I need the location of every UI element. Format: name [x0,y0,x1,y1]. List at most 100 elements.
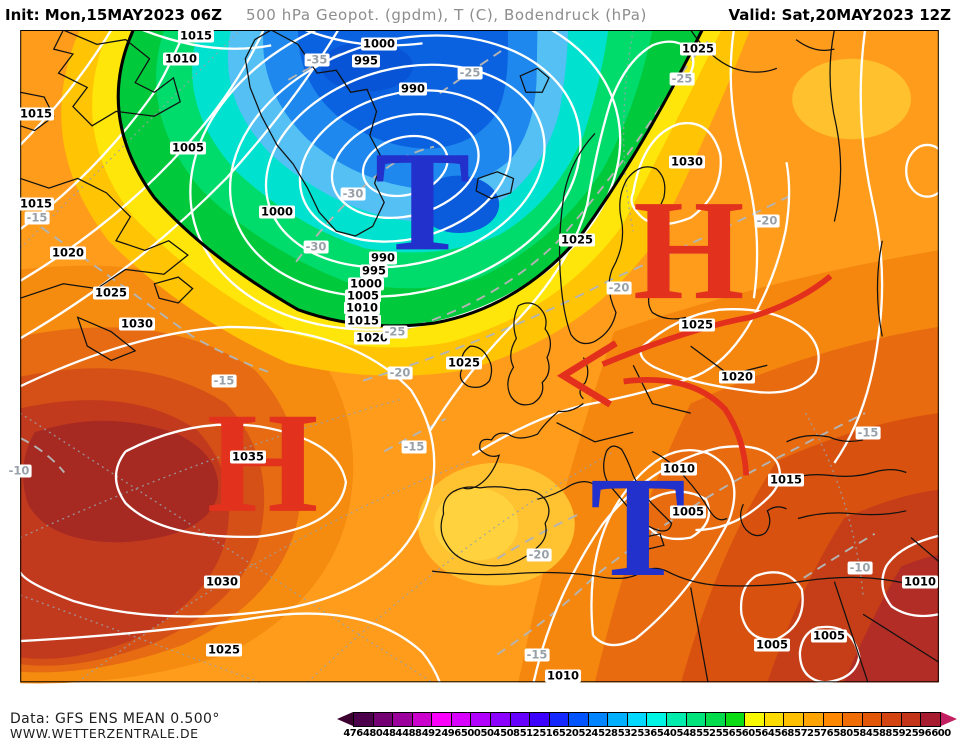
isobar-label: 1015 [344,313,382,328]
colorbar-cell [725,713,746,726]
colorbar-cell [784,713,804,726]
data-source-label: Data: GFS ENS MEAN 0.500° [10,711,220,727]
isobar-label: 1025 [678,317,716,332]
colorbar-cell [921,713,940,726]
colorbar-cell [667,713,687,726]
colorbar-cell [412,713,433,726]
colorbar-cell [393,713,413,726]
colorbar-tick-label: 524 [578,728,599,739]
isobar-label: 1020 [49,245,87,260]
isobar-label: 1025 [445,355,483,370]
colorbar-tick-label: 480 [362,728,383,739]
colorbar-tick-label: 488 [402,728,422,739]
isobar-label: 1025 [679,41,717,56]
colorbar-cell [882,713,902,726]
colorbar-cell [588,713,609,726]
isobar-label: 1000 [258,204,296,219]
colorbar-tick-label: 528 [598,728,618,739]
isotherm-label: -25 [669,71,695,86]
isobar-label: 1005 [169,140,207,155]
colorbar-tick-label: 512 [519,728,540,739]
colorbar-cell [373,713,394,726]
isobar-label: 1005 [669,504,707,519]
colorbar-tick-label: 560 [735,728,755,739]
isotherm-label: -20 [606,280,632,295]
colorbar-cell [530,713,550,726]
colorbar-cell [549,713,570,726]
isotherm-label: -15 [855,425,881,440]
arrow-head-stroke [556,340,618,408]
valid-time-label: Valid: Sat,20MAY2023 12Z [728,6,951,24]
colorbar-tick-label: 568 [774,728,795,739]
isobar-label: 1030 [203,574,241,589]
isotherm-label: -10 [6,463,32,478]
colorbar-tick-label: 580 [833,728,853,739]
colorbar-cell [490,713,511,726]
colorbar-cell [843,713,863,726]
colorbar-cell [569,713,589,726]
pressure-centers: T HH T [207,122,745,607]
map-canvas: T HH T [19,30,950,684]
colorbar-tick-label: 576 [813,728,834,739]
colorbar-tick-label: 596 [911,728,932,739]
header-bar: Init: Mon,15MAY2023 06Z 500 hPa Geopot. … [0,0,959,30]
colorbar-tick-label: 572 [794,728,814,739]
colorbar-cell [471,713,491,726]
colorbar-tick-label: 500 [460,728,481,739]
isotherm-label: -20 [754,213,780,228]
isobar-label: 1015 [17,106,55,121]
colorbar-tick-label: 548 [676,728,697,739]
colorbar-tick-label: 520 [558,728,579,739]
isotherm-label: -25 [457,65,483,80]
colorbar-tick-label: 564 [754,728,775,739]
isobar-label: 1030 [668,154,706,169]
isobar-label: 1005 [810,628,848,643]
isobar-label: 1010 [660,461,698,476]
contour-label-layer: 1015 1010 1000 995 990 1025 1015 1005 1000 1015 10… [0,28,959,711]
isotherm-label: -10 [847,560,873,575]
isotherm-label: -25 [382,324,408,339]
colorbar-cell [901,713,922,726]
isobar-label: 1015 [17,196,55,211]
colorbar-tick-label: 588 [872,728,893,739]
isobar-label: 1025 [92,285,130,300]
colorbar-tick-label: 556 [715,728,736,739]
isobar-contours [19,30,950,684]
isotherm-label: -15 [524,647,550,662]
isobar-label: 1010 [544,668,582,683]
field-description-label: 500 hPa Geopot. (gpdm), T (C), Bodendruc… [245,6,648,24]
isotherm-label: -20 [387,365,413,380]
colorbar-tick-label: 540 [656,728,677,739]
colorbar-cell [686,713,707,726]
coastlines [20,30,940,683]
isobar-label: 1025 [558,232,596,247]
colorbar-tick-label: 600 [931,728,951,739]
colorbar-right-arrow [941,712,957,726]
colorbar-cell [823,713,844,726]
colorbar-cell [354,713,374,726]
isobar-label: 1035 [229,449,267,464]
colorbar-cells [353,712,941,727]
colorbar-left-arrow [337,712,353,726]
colorbar-cell [862,713,883,726]
website-label: WWW.WETTERZENTRALE.DE [10,726,199,741]
isotherm-label: -30 [303,239,329,254]
map-border [20,30,939,683]
colorbar-tick-label: 516 [539,728,559,739]
colorbar-cell [803,713,824,726]
isotherm-label: -20 [526,547,552,562]
isobar-label: 995 [351,53,381,68]
footer-credits: Data: GFS ENS MEAN 0.500° WWW.WETTERZENT… [10,711,220,740]
colorbar-tick-label: 532 [617,728,638,739]
isobar-label: 1025 [205,642,243,657]
isobar-label: 1010 [901,574,939,589]
colorbar-cell [451,713,472,726]
footer-bar: Data: GFS ENS MEAN 0.500° WWW.WETTERZENT… [0,711,959,741]
colorbar-cell [627,713,648,726]
colorbar-tick-label: 476 [343,728,363,739]
colorbar-cell [510,713,531,726]
isobar-label: 1015 [177,28,215,43]
graticule-lines [19,30,864,683]
isotherm-label: -30 [340,186,366,201]
